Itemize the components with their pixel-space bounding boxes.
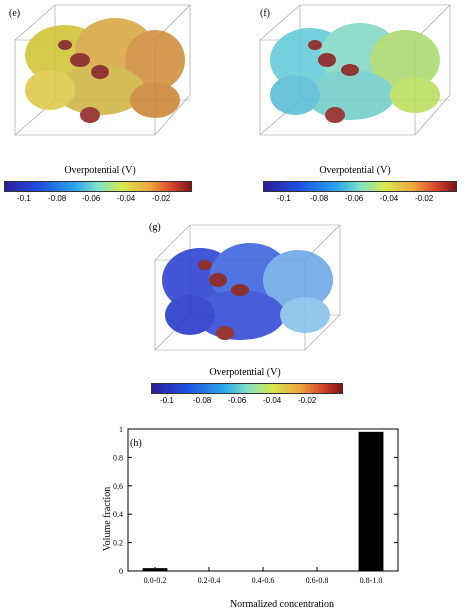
y-tick-label: 0.6 bbox=[113, 482, 123, 491]
panel-label-g: (g) bbox=[149, 222, 161, 233]
colorbar-title-f: Overpotential (V) bbox=[319, 165, 391, 176]
y-tick-label: 0.8 bbox=[113, 453, 123, 462]
colorbar-tick: -0.06 bbox=[345, 194, 364, 203]
y-tick-label: 0.2 bbox=[113, 539, 123, 548]
colorbar-tick: -0.04 bbox=[117, 194, 136, 203]
particles-g bbox=[162, 243, 333, 340]
y-tick-label: 0 bbox=[119, 567, 123, 576]
y-tick-label: 1 bbox=[119, 425, 123, 434]
x-axis-label: Normalized concentration bbox=[230, 599, 334, 610]
colorbar-tick: -0.02 bbox=[415, 194, 434, 203]
colorbar-tick: -0.1 bbox=[277, 194, 291, 203]
colorbar-tick: -0.08 bbox=[310, 194, 329, 203]
panel-g: (g) Overpotential (V) -0.1 -0.08 -0.06 -… bbox=[145, 215, 350, 405]
colorbar-tick: -0.06 bbox=[228, 396, 247, 405]
particles-f bbox=[270, 23, 440, 123]
colorbar-e bbox=[4, 181, 192, 192]
colorbar-tick: -0.04 bbox=[263, 396, 282, 405]
particle-render-g bbox=[154, 224, 341, 351]
particle-render-e bbox=[14, 4, 191, 136]
colorbar-g bbox=[151, 383, 343, 394]
x-tick-label: 0.2-0.4 bbox=[198, 576, 221, 585]
plot-frame bbox=[127, 428, 399, 572]
y-axis-label: Volume fraction bbox=[102, 487, 113, 552]
x-tick-label: 0.4-0.6 bbox=[252, 576, 275, 585]
panel-label-e: (e) bbox=[9, 8, 21, 19]
colorbar-tick: -0.08 bbox=[193, 396, 212, 405]
colorbar-tick: -0.04 bbox=[380, 194, 399, 203]
particles-e bbox=[25, 18, 185, 123]
chart-panel-label: (h) bbox=[130, 438, 142, 449]
colorbar-tick: -0.06 bbox=[82, 194, 101, 203]
panel-label-f: (f) bbox=[260, 8, 270, 19]
particle-render-f bbox=[259, 4, 451, 136]
panel-f: (f) Overpotential (V) -0.1 -0.08 -0.06 -… bbox=[255, 0, 467, 203]
colorbar-tick: -0.1 bbox=[160, 396, 174, 405]
volume-fraction-bar-chart: (h) Volume fraction Normalized concentra… bbox=[102, 425, 399, 610]
colorbar-tick: -0.02 bbox=[298, 396, 317, 405]
x-tick-label: 0.8-1.0 bbox=[360, 576, 383, 585]
colorbar-title-g: Overpotential (V) bbox=[209, 367, 281, 378]
panel-e: (e) Overpotential (V) -0.1 -0.08 -0.06 -… bbox=[0, 0, 200, 203]
colorbar-tick: -0.1 bbox=[17, 194, 31, 203]
colorbar-title-e: Overpotential (V) bbox=[64, 165, 136, 176]
y-tick-label: 0.4 bbox=[113, 510, 123, 519]
x-tick-label: 0.0-0.2 bbox=[144, 576, 167, 585]
colorbar-f bbox=[263, 181, 457, 192]
colorbar-tick: -0.08 bbox=[48, 194, 67, 203]
x-tick-label: 0.6-0.8 bbox=[306, 576, 329, 585]
bar bbox=[358, 431, 384, 571]
colorbar-tick: -0.02 bbox=[152, 194, 171, 203]
